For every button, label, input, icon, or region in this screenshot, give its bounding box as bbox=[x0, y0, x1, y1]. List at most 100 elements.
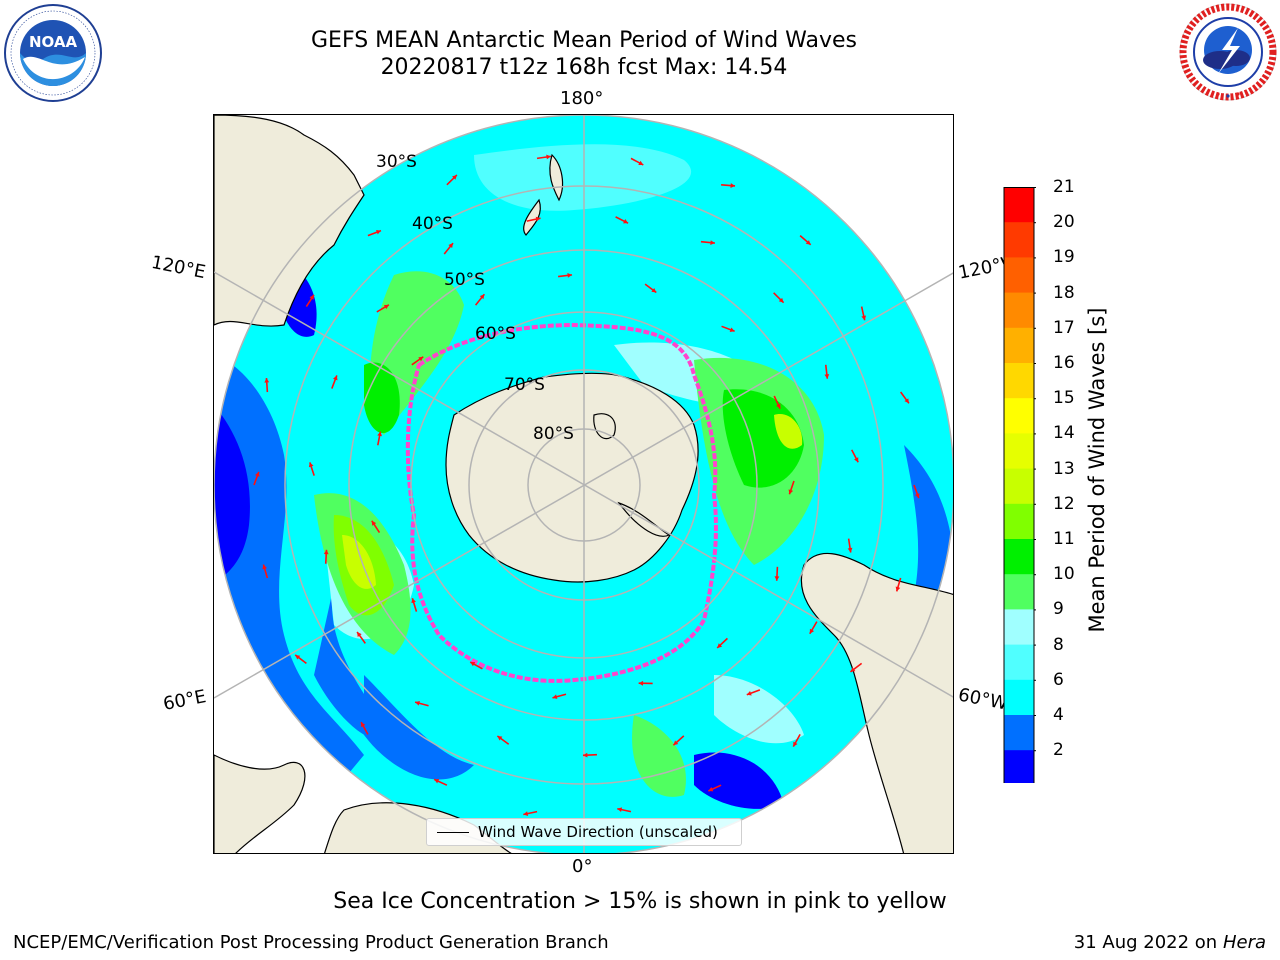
colorbar-segment bbox=[1004, 222, 1034, 258]
wind-wave-arrowhead bbox=[638, 680, 644, 686]
legend-line-swatch bbox=[437, 832, 469, 833]
colorbar-segment bbox=[1004, 715, 1034, 751]
wind-wave-arrowhead bbox=[418, 356, 424, 362]
wind-wave-arrowhead bbox=[673, 740, 679, 746]
wind-wave-arrowhead bbox=[915, 493, 920, 499]
wind-wave-arrowhead bbox=[434, 779, 440, 784]
latitude-label-30s: 30°S bbox=[376, 152, 417, 172]
noaa-logo: NOAA bbox=[4, 4, 102, 102]
wind-wave-arrowhead bbox=[333, 375, 338, 381]
colorbar-segment bbox=[1004, 327, 1034, 364]
wind-wave-arrowhead bbox=[854, 457, 859, 463]
wind-wave-arrowhead bbox=[377, 431, 382, 437]
wind-wave-arrowhead bbox=[729, 327, 735, 332]
longitude-label-120e: 120°E bbox=[149, 251, 208, 284]
latitude-label-80s: 80°S bbox=[533, 424, 574, 444]
colorbar bbox=[1003, 187, 1036, 783]
wind-wave-arrowhead bbox=[778, 297, 784, 303]
sea-ice-edge bbox=[405, 322, 718, 683]
footer-host: Hera bbox=[1222, 932, 1266, 953]
colorbar-segment bbox=[1004, 503, 1034, 540]
wind-wave-arrowhead bbox=[308, 462, 314, 468]
colorbar-tick-label: 20 bbox=[1053, 212, 1075, 233]
wind-wave-arrowhead bbox=[809, 628, 815, 634]
wind-wave-arrowhead bbox=[523, 811, 529, 816]
wind-wave-arrowhead bbox=[617, 807, 623, 813]
wind-wave-arrowhead bbox=[710, 240, 715, 245]
wind-wave-arrowhead bbox=[452, 174, 457, 180]
noaa-logo-text: NOAA bbox=[29, 33, 78, 51]
wind-wave-arrowhead bbox=[638, 160, 644, 166]
colorbar-segment bbox=[1004, 644, 1034, 681]
latitude-label-50s: 50°S bbox=[444, 270, 485, 290]
wind-wave-arrowhead bbox=[552, 694, 558, 700]
chart-subtitle: 20220817 t12z 168h fcst Max: 14.54 bbox=[380, 55, 788, 80]
footer-credit: NCEP/EMC/Verification Post Processing Pr… bbox=[13, 932, 609, 953]
colorbar-tick-label: 2 bbox=[1053, 740, 1064, 761]
footer-date-text: 31 Aug 2022 on bbox=[1073, 932, 1218, 953]
wind-wave-arrowhead bbox=[847, 547, 853, 553]
wind-wave-arrowhead bbox=[730, 183, 736, 188]
colorbar-segment bbox=[1004, 187, 1034, 223]
latitude-label-60s: 60°S bbox=[475, 324, 516, 344]
wind-wave-arrowhead bbox=[448, 243, 454, 248]
colorbar-tick-label: 14 bbox=[1053, 423, 1075, 444]
colorbar-tick-label: 18 bbox=[1053, 282, 1075, 303]
wind-wave-arrowhead bbox=[262, 564, 267, 570]
latitude-label-40s: 40°S bbox=[412, 214, 453, 234]
colorbar-tick-label: 15 bbox=[1053, 388, 1075, 409]
longitude-label-0: 0° bbox=[572, 856, 593, 877]
national-weather-service-logo bbox=[1179, 3, 1277, 101]
wind-wave-arrowhead bbox=[371, 520, 377, 526]
colorbar-segment bbox=[1004, 468, 1034, 505]
colorbar-tick-label: 4 bbox=[1053, 705, 1064, 725]
wind-wave-arrowhead bbox=[895, 586, 901, 592]
colorbar-segment bbox=[1004, 398, 1034, 434]
footer-date: 31 Aug 2022 on Hera bbox=[1074, 932, 1266, 953]
colorbar-tick-label: 8 bbox=[1053, 634, 1064, 655]
colorbar-segment bbox=[1004, 574, 1034, 610]
wind-wave-arrowhead bbox=[708, 786, 714, 792]
longitude-label-180: 180° bbox=[560, 88, 604, 109]
map-panel bbox=[213, 114, 954, 854]
wind-wave-arrowhead bbox=[264, 378, 270, 383]
colorbar-segment bbox=[1004, 292, 1034, 329]
wind-wave-arrowhead bbox=[470, 662, 476, 667]
colorbar-tick-label: 11 bbox=[1053, 529, 1075, 549]
wind-wave-arrowhead bbox=[651, 287, 657, 293]
wind-wave-arrowhead bbox=[479, 294, 485, 300]
colorbar-tick-label: 19 bbox=[1053, 247, 1075, 268]
wind-wave-arrowhead bbox=[357, 632, 362, 637]
latitude-label-70s: 70°S bbox=[504, 375, 545, 395]
wind-wave-arrowhead bbox=[623, 219, 629, 224]
colorbar-tick-label: 12 bbox=[1053, 493, 1075, 514]
colorbar-segment bbox=[1004, 433, 1034, 470]
colorbar-tick-label: 21 bbox=[1053, 177, 1075, 197]
wind-wave-arrowhead bbox=[567, 273, 573, 278]
wind-wave-arrowhead bbox=[411, 598, 416, 604]
wind-wave-arrowhead bbox=[788, 489, 794, 495]
wind-wave-arrowhead bbox=[861, 315, 867, 321]
colorbar-tick-label: 13 bbox=[1053, 458, 1075, 479]
wind-wave-arrowhead bbox=[774, 576, 780, 581]
wind-wave-arrowhead bbox=[309, 294, 314, 300]
wind-wave-arrowhead bbox=[376, 229, 381, 235]
wind-wave-arrowhead bbox=[850, 667, 856, 672]
wind-wave-arrowhead bbox=[255, 471, 260, 477]
colorbar-frame bbox=[1003, 187, 1035, 783]
colorbar-segment bbox=[1004, 257, 1034, 294]
colorbar-tick-label: 17 bbox=[1053, 317, 1075, 338]
longitude-label-60e: 60°E bbox=[161, 686, 208, 715]
legend-label: Wind Wave Direction (unscaled) bbox=[478, 823, 718, 841]
wind-wave-arrowhead bbox=[746, 690, 752, 696]
colorbar-segment bbox=[1004, 679, 1034, 716]
wind-wave-arrowhead bbox=[361, 722, 366, 728]
map-legend: Wind Wave Direction (unscaled) bbox=[426, 818, 742, 846]
colorbar-tick-label: 6 bbox=[1053, 669, 1064, 690]
colorbar-tick-label: 10 bbox=[1053, 564, 1075, 585]
wind-wave-arrowhead bbox=[295, 654, 301, 660]
chart-title: GEFS MEAN Antarctic Mean Period of Wind … bbox=[311, 28, 857, 53]
wind-wave-arrowhead bbox=[904, 398, 909, 404]
wind-wave-arrowhead bbox=[793, 741, 798, 747]
wind-wave-arrowhead bbox=[497, 736, 503, 741]
